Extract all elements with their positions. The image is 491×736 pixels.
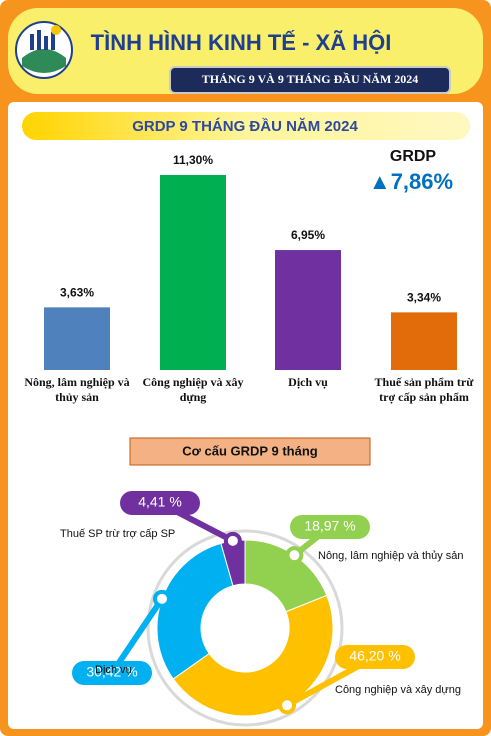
subtitle-box bbox=[169, 66, 451, 94]
bar-value-label: 3,34% bbox=[407, 291, 441, 305]
slice-value-label: 30,42 % bbox=[86, 664, 137, 680]
value-bubble bbox=[335, 645, 415, 669]
bar bbox=[44, 307, 110, 370]
header-subtitle: THÁNG 9 VÀ 9 THÁNG ĐẦU NĂM 2024 bbox=[202, 71, 419, 86]
bar-category-label: Nông, lâm nghiệp và thủy sản bbox=[24, 375, 130, 404]
callout-pin bbox=[223, 531, 242, 550]
grdp-value: ▲7,86% bbox=[369, 169, 453, 194]
donut-slice bbox=[172, 594, 334, 717]
value-bubble bbox=[72, 661, 152, 685]
header-title: TÌNH HÌNH KINH TẾ - XÃ HỘI bbox=[91, 30, 392, 55]
value-bubble bbox=[290, 515, 370, 539]
callout-line bbox=[109, 597, 165, 675]
bar-chart-title: GRDP 9 THÁNG ĐẦU NĂM 2024 bbox=[132, 118, 358, 135]
bar-value-label: 11,30% bbox=[173, 153, 213, 167]
grdp-label: GRDP bbox=[390, 148, 437, 165]
bar-category-label: Dịch vụ bbox=[288, 375, 328, 389]
value-bubble bbox=[120, 491, 200, 515]
slice-value-label: 46,20 % bbox=[349, 648, 400, 664]
content-panel bbox=[8, 102, 483, 729]
slice-value-label: 4,41 % bbox=[138, 494, 182, 510]
logo bbox=[15, 21, 73, 79]
donut-chart-title: Cơ cấu GRDP 9 tháng bbox=[182, 443, 317, 458]
slice-category-label: Nông, lâm nghiệp và thủy sản bbox=[318, 550, 464, 562]
bar bbox=[275, 250, 341, 370]
bar-value-label: 6,95% bbox=[291, 228, 325, 242]
bar-title-band bbox=[22, 112, 470, 140]
donut-slice bbox=[156, 542, 234, 680]
bar-value-label: 3,63% bbox=[60, 286, 94, 300]
bar-category-label: Thuế sản phẩm trừ trợ cấp sản phẩm bbox=[374, 375, 474, 404]
donut-hole bbox=[202, 585, 288, 671]
donut-title-box bbox=[129, 437, 371, 466]
bar bbox=[391, 312, 457, 370]
slice-category-label: Công nghiệp và xây dựng bbox=[335, 684, 461, 696]
bar-category-label: Công nghiệp và xây dựng bbox=[142, 375, 244, 404]
slice-category-label: Thuế SP trừ trợ cấp SP bbox=[60, 528, 175, 540]
bar bbox=[160, 175, 226, 370]
slice-category-label: Dịch vụ bbox=[95, 664, 132, 676]
callout-pin bbox=[152, 589, 171, 608]
callout-pin bbox=[285, 546, 304, 565]
callout-pin bbox=[278, 696, 297, 715]
slice-value-label: 18,97 % bbox=[304, 518, 355, 534]
donut-rim bbox=[146, 529, 344, 727]
